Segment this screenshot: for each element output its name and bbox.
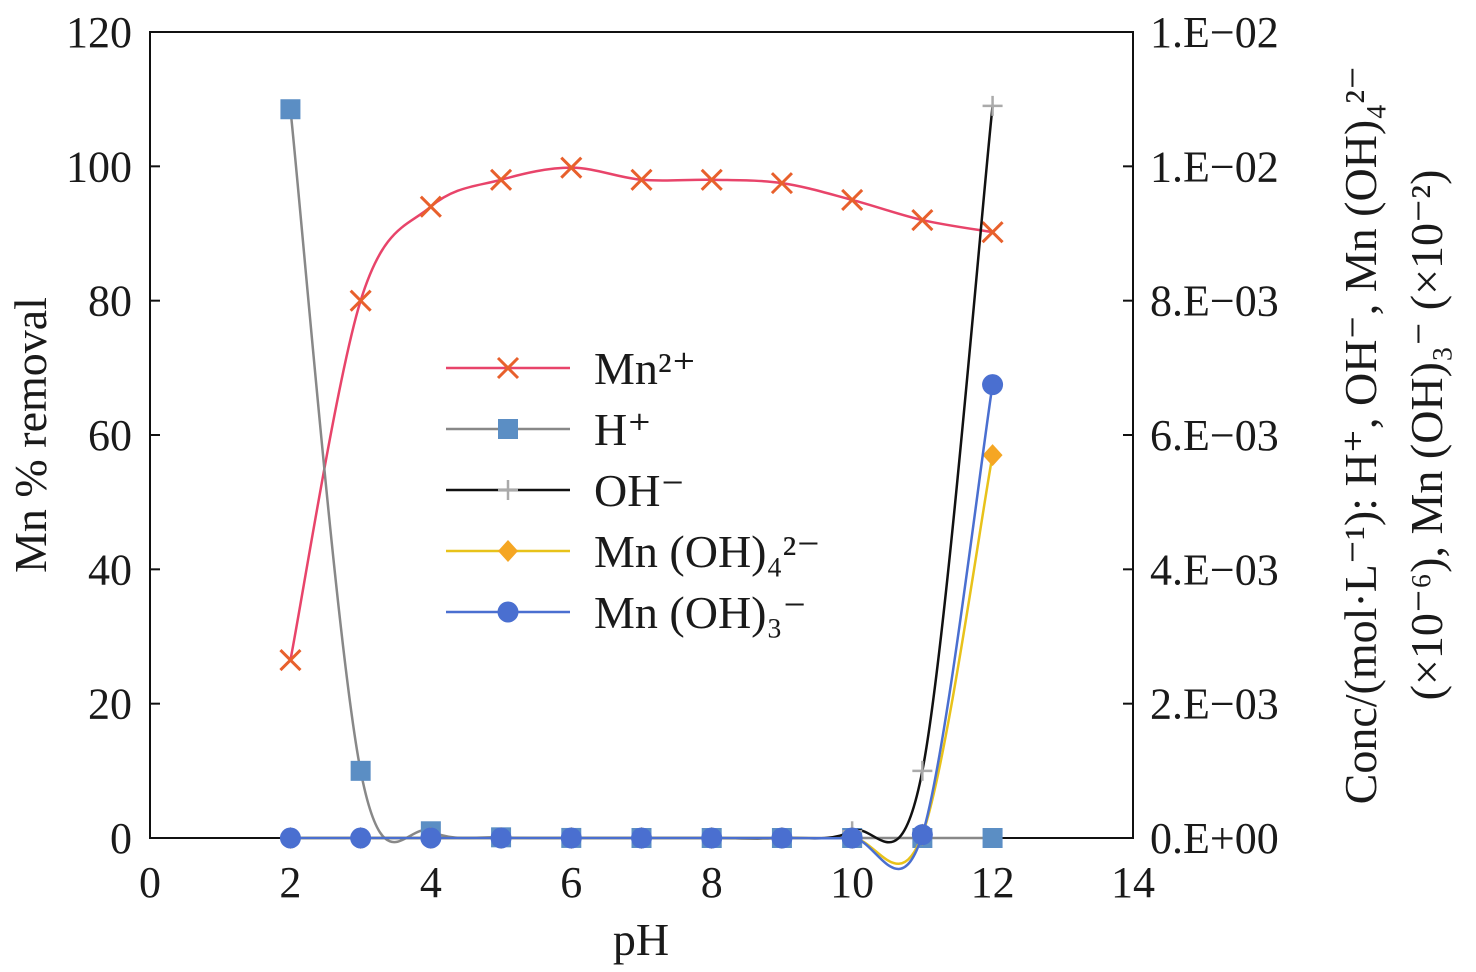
legend-item: H⁺ (446, 404, 652, 455)
right-y-tick-label: 1.E−02 (1150, 8, 1279, 57)
marker-stroke (770, 172, 793, 195)
legend-swatch-marker (498, 540, 518, 562)
data-point (630, 168, 653, 191)
left-y-tick-label: 40 (88, 545, 132, 594)
legend-label: Mn²⁺ (594, 343, 696, 394)
marker-stroke (981, 221, 1004, 244)
marker-stroke (490, 168, 513, 191)
data-point (419, 195, 442, 218)
marker-stroke (349, 289, 372, 312)
marker-stroke (496, 356, 520, 380)
data-point (982, 444, 1003, 467)
data-point (560, 827, 582, 849)
x-axis-ticks: 0 2 4 6 8 10 12 14 (139, 828, 1155, 907)
series-line (290, 454, 994, 865)
data-point (490, 827, 512, 849)
legend-item: Mn (OH)₄²⁻ (446, 526, 821, 577)
data-point (911, 824, 933, 846)
legend-item: Mn²⁺ (446, 343, 696, 394)
data-point (770, 172, 793, 195)
marker-stroke (911, 209, 934, 232)
data-point (349, 289, 372, 312)
right-y-tick-label: 6.E−03 (1150, 411, 1279, 460)
data-point (841, 827, 863, 849)
data-point (701, 827, 723, 849)
x-tick-label: 14 (1111, 858, 1155, 907)
data-point (350, 827, 372, 849)
data-point (982, 374, 1004, 396)
marker-stroke (279, 648, 302, 672)
data-point (350, 760, 371, 781)
right-y-tick-label: 8.E−03 (1150, 277, 1279, 326)
marker-stroke (700, 168, 723, 191)
x-tick-label: 10 (830, 858, 874, 907)
data-point (981, 221, 1004, 244)
left-y-axis-ticks: 0 20 40 60 80 100 120 (66, 8, 160, 863)
right-y-axis-ticks: 0.E+00 2.E−03 4.E−03 6.E−03 8.E−03 1.E−02 1.E−… (1123, 8, 1279, 863)
right-y-tick-label: 2.E−03 (1150, 680, 1279, 729)
left-y-axis-title: Mn % removal (5, 297, 56, 573)
right-y-tick-label: 4.E−03 (1150, 545, 1279, 594)
marker-stroke (630, 168, 653, 191)
x-tick-label: 2 (279, 858, 301, 907)
right-y-axis-title-line1: Conc/(mol·L⁻¹): H⁺, OH⁻, Mn (OH)₄²⁻ (1335, 66, 1386, 805)
right-y-tick-label: 1.E−02 (1150, 142, 1279, 191)
data-point (560, 156, 583, 179)
left-y-tick-label: 80 (88, 277, 132, 326)
left-y-tick-label: 20 (88, 680, 132, 729)
data-point (771, 827, 793, 849)
left-y-tick-label: 0 (110, 814, 132, 863)
legend-swatch-marker (498, 480, 518, 500)
x-tick-label: 4 (420, 858, 442, 907)
series-0 (279, 156, 1004, 672)
legend-label: Mn (OH)₃⁻ (594, 587, 807, 638)
right-y-tick-label: 0.E+00 (1150, 814, 1279, 863)
data-point (700, 168, 723, 191)
data-point (912, 760, 933, 781)
x-tick-label: 12 (971, 858, 1015, 907)
legend-swatch-marker (498, 419, 518, 439)
legend-item: OH⁻ (446, 465, 685, 516)
legend-item: Mn (OH)₃⁻ (446, 587, 807, 638)
series-4 (279, 374, 1004, 871)
data-point (490, 168, 513, 191)
data-point (982, 95, 1003, 116)
data-point (841, 188, 864, 211)
marker-stroke (841, 188, 864, 211)
legend-swatch-marker (497, 601, 519, 623)
x-tick-label: 0 (139, 858, 161, 907)
legend-swatch-marker (496, 356, 520, 380)
legend-label: Mn (OH)₄²⁻ (594, 526, 821, 577)
legend-label: H⁺ (594, 404, 652, 455)
data-point (911, 209, 934, 232)
series-layer (279, 95, 1004, 871)
marker-stroke (419, 195, 442, 218)
data-point (420, 827, 442, 849)
right-y-axis-title-line2: (×10⁻⁶), Mn (OH)₃⁻ (×10⁻²) (1401, 170, 1452, 701)
data-point (279, 648, 302, 672)
data-point (982, 828, 1003, 848)
legend-label: OH⁻ (594, 465, 685, 516)
data-point (280, 99, 301, 120)
marker-stroke (560, 156, 583, 179)
data-point (279, 827, 301, 849)
x-axis-title: pH (613, 914, 669, 965)
left-y-tick-label: 120 (66, 8, 132, 57)
data-point (631, 827, 652, 849)
x-tick-label: 6 (560, 858, 582, 907)
legend: Mn²⁺ H⁺ OH⁻ Mn (OH)₄²⁻ Mn (OH)₃⁻ (446, 343, 821, 638)
left-y-tick-label: 100 (66, 142, 132, 191)
left-y-tick-label: 60 (88, 411, 132, 460)
x-tick-label: 8 (701, 858, 723, 907)
